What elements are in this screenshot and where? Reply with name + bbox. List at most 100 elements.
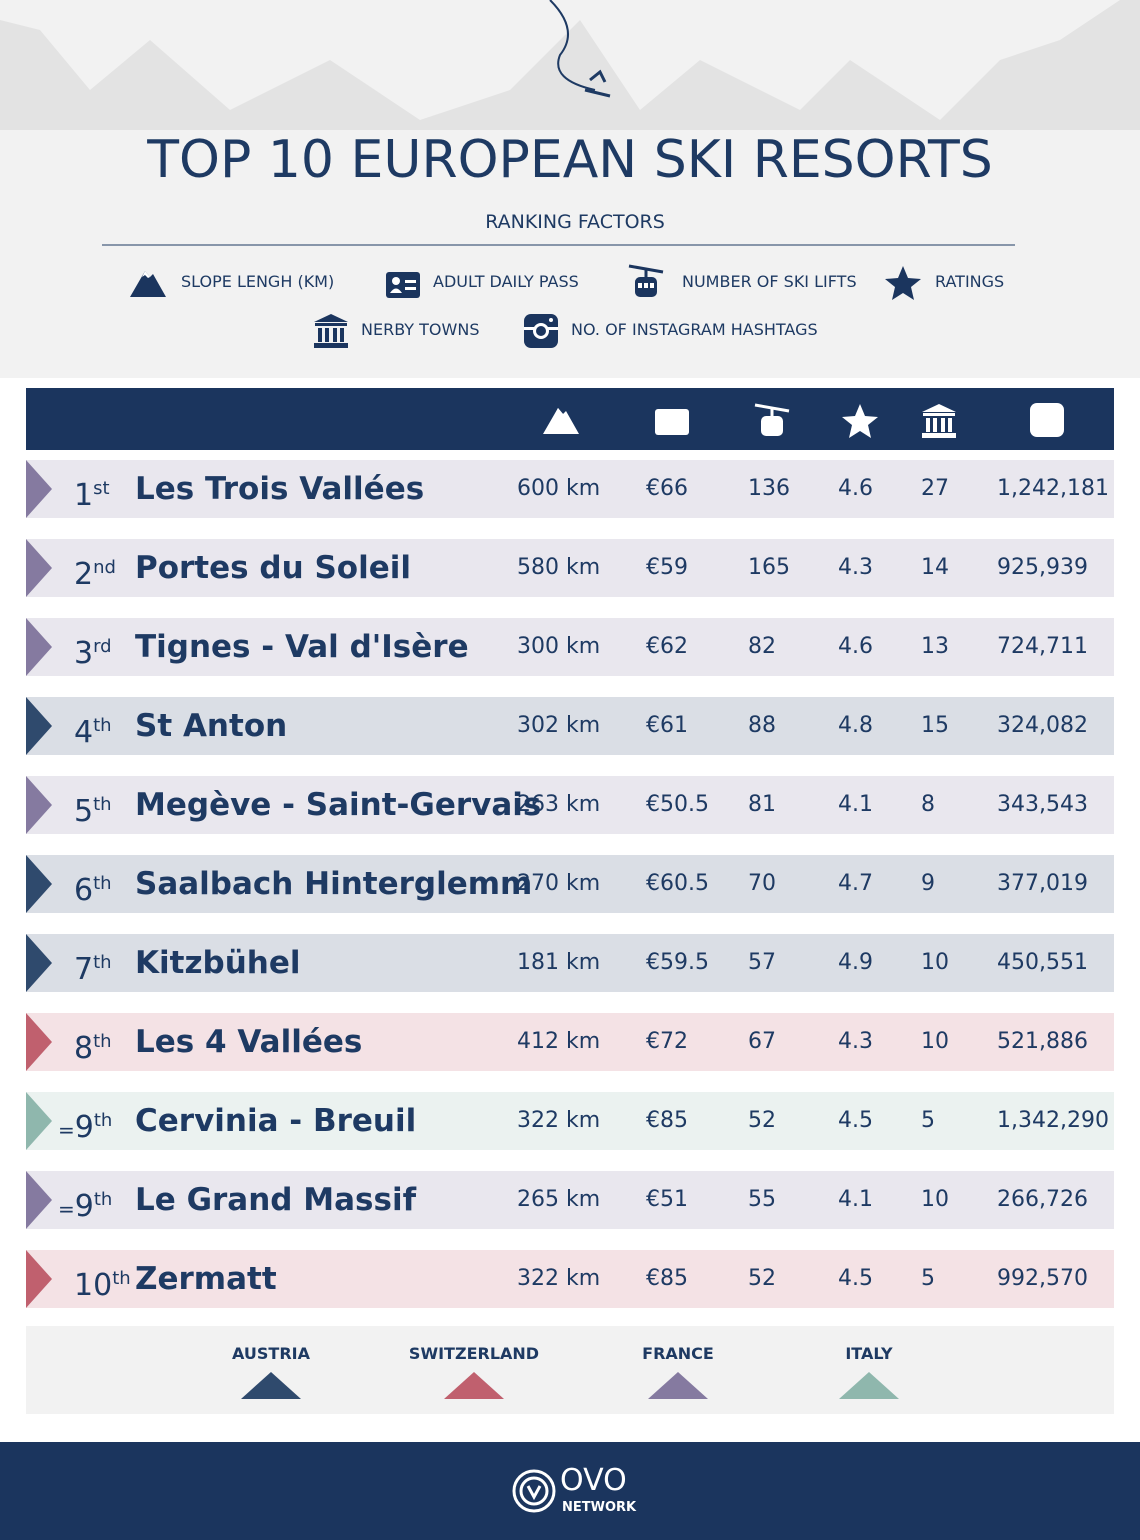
rank: 2nd (74, 539, 116, 604)
cell: 8 (921, 792, 935, 817)
cell: €60.5 (646, 871, 709, 896)
rank-number: 2 (74, 557, 94, 592)
table-row: 6th Saalbach Hinterglemm 270 km €60.5 70 4.7 9… (26, 855, 1114, 913)
cell: 270 km (517, 871, 601, 896)
cell: 343,543 (997, 792, 1088, 817)
rank: 8th (74, 1013, 112, 1078)
table-row: =9th Le Grand Massif 265 km €51 55 4.1 10 266,7… (26, 1171, 1114, 1229)
icon (383, 264, 423, 304)
country-marker (26, 1171, 52, 1229)
rank-suffix: th (112, 1268, 131, 1289)
logo-mark (512, 1469, 556, 1513)
cell: 600 km (517, 476, 601, 501)
cell: 263 km (517, 792, 601, 817)
rank: 5th (74, 776, 112, 841)
cell: 4.3 (838, 555, 873, 580)
cell: 67 (748, 1029, 776, 1054)
resort-name: Megève - Saint-Gervais (135, 787, 542, 823)
rank-suffix: st (93, 478, 110, 499)
resort-name: Tignes - Val d'Isère (135, 629, 469, 665)
rank: =9th (58, 1092, 112, 1159)
cell: 4.6 (838, 476, 873, 501)
country-marker (26, 460, 52, 518)
resort-name: Cervinia - Breuil (135, 1103, 417, 1139)
cell: 81 (748, 792, 776, 817)
resort-name: Les Trois Vallées (135, 471, 425, 507)
icon (752, 400, 792, 440)
cell: 70 (748, 871, 776, 896)
resort-name: Zermatt (135, 1261, 277, 1297)
icon (883, 263, 923, 303)
rank-suffix: th (93, 715, 112, 736)
cell: 4.6 (838, 634, 873, 659)
cell: 10 (921, 1187, 949, 1212)
rank-suffix: th (93, 952, 112, 973)
country-marker (26, 1092, 52, 1150)
resort-name: Les 4 Vallées (135, 1024, 363, 1060)
cell: 27 (921, 476, 949, 501)
cell: 181 km (517, 950, 601, 975)
legend-label: AUSTRIA (232, 1344, 310, 1363)
cell: 10 (921, 950, 949, 975)
rank-number: 8 (74, 1031, 94, 1066)
logo-subtext: NETWORK (562, 1500, 637, 1515)
resort-name: Le Grand Massif (135, 1182, 417, 1218)
footer: OVO NETWORK (0, 1442, 1140, 1540)
rank-suffix: th (93, 1110, 113, 1131)
logo-text: OVO (560, 1463, 627, 1498)
rank-suffix: rd (93, 636, 112, 657)
country-marker (26, 618, 52, 676)
legend-marker (648, 1372, 708, 1399)
table-row: 1st Les Trois Vallées 600 km €66 136 4.6 27 1,2… (26, 460, 1114, 518)
resort-name: St Anton (135, 708, 288, 744)
table-row: =9th Cervinia - Breuil 322 km €85 52 4.5 5 1,34… (26, 1092, 1114, 1150)
icon (541, 400, 581, 440)
rank-number: 9 (74, 1110, 94, 1145)
cell: 15 (921, 713, 949, 738)
factor-label: ADULT DAILY PASS (433, 272, 579, 291)
rank: 6th (74, 855, 112, 920)
cell: €61 (646, 713, 688, 738)
cell: 165 (748, 555, 790, 580)
rank-suffix: th (93, 873, 112, 894)
cell: 13 (921, 634, 949, 659)
factor-label: RATINGS (935, 272, 1005, 291)
rank-suffix: nd (93, 557, 116, 578)
rank-number: 5 (74, 794, 94, 829)
cell: 82 (748, 634, 776, 659)
rank-number: 4 (74, 715, 94, 750)
cell: 1,242,181 (997, 476, 1109, 501)
cell: 55 (748, 1187, 776, 1212)
cell: 302 km (517, 713, 601, 738)
cell: 521,886 (997, 1029, 1088, 1054)
cell: 4.5 (838, 1108, 873, 1133)
icon (1027, 400, 1067, 440)
table-row: 8th Les 4 Vallées 412 km €72 67 4.3 10 521,886 (26, 1013, 1114, 1071)
legend-label: ITALY (845, 1344, 893, 1363)
cell: 4.8 (838, 713, 873, 738)
cell: 4.9 (838, 950, 873, 975)
cell: 88 (748, 713, 776, 738)
cell: 52 (748, 1108, 776, 1133)
cell: 724,711 (997, 634, 1088, 659)
icon (311, 311, 351, 351)
rank: 7th (74, 934, 112, 999)
title: TOP 10 EUROPEAN SKI RESORTS (147, 130, 993, 190)
rank-suffix: th (93, 1189, 113, 1210)
cell: 57 (748, 950, 776, 975)
table-row: 3rd Tignes - Val d'Isère 300 km €62 82 4.6 13 7… (26, 618, 1114, 676)
icon (128, 263, 168, 303)
cell: 377,019 (997, 871, 1088, 896)
cell: 450,551 (997, 950, 1088, 975)
cell: 265 km (517, 1187, 601, 1212)
rank-number: 6 (74, 873, 94, 908)
rank-prefix: = (58, 1197, 75, 1221)
legend-label: SWITZERLAND (408, 1344, 540, 1363)
cell: 4.5 (838, 1266, 873, 1291)
cell: 52 (748, 1266, 776, 1291)
legend-marker (444, 1372, 504, 1399)
resort-name: Portes du Soleil (135, 550, 411, 586)
resort-name: Saalbach Hinterglemm (135, 866, 533, 902)
cell: €85 (646, 1266, 688, 1291)
